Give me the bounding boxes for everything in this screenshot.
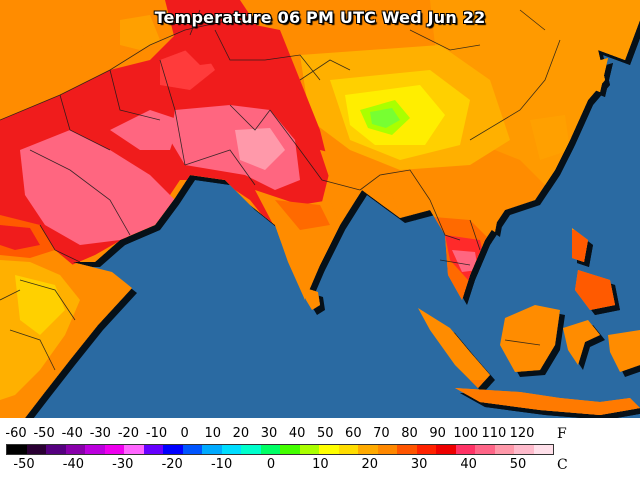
color-swatch — [319, 445, 339, 454]
fahrenheit-tick: 110 — [481, 426, 507, 441]
color-swatch — [182, 445, 202, 454]
color-swatch — [143, 445, 163, 454]
fahrenheit-tick: 90 — [429, 426, 446, 441]
color-swatch — [494, 445, 514, 454]
fahrenheit-tick: 100 — [453, 426, 479, 441]
color-swatch — [104, 445, 124, 454]
color-swatch — [163, 445, 183, 454]
color-swatch — [436, 445, 456, 454]
color-swatch — [202, 445, 222, 454]
celsius-tick: 20 — [361, 457, 379, 472]
celsius-tick: -40 — [62, 457, 85, 472]
color-swatch — [377, 445, 397, 454]
weather-map: Temperature 06 PM UTC Wed Jun 22 — [0, 0, 640, 418]
color-swatch — [280, 445, 300, 454]
color-swatch — [416, 445, 436, 454]
temperature-legend: -60 -50 -40 -30 -20 -10 0 10 20 30 40 50 60 70 80 90 100… — [0, 418, 640, 480]
fahrenheit-tick: 60 — [345, 426, 362, 441]
color-swatch — [358, 445, 378, 454]
fahrenheit-tick: 70 — [373, 426, 390, 441]
color-swatch — [26, 445, 46, 454]
color-swatch — [455, 445, 475, 454]
fahrenheit-tick: -40 — [61, 426, 83, 441]
fahrenheit-tick: -50 — [33, 426, 55, 441]
color-swatch — [46, 445, 66, 454]
color-swatch — [241, 445, 261, 454]
color-swatch — [85, 445, 105, 454]
fahrenheit-tick: 40 — [288, 426, 306, 441]
celsius-tick: -50 — [13, 457, 35, 472]
fahrenheit-tick: 120 — [509, 426, 535, 441]
celsius-tick: -20 — [161, 457, 183, 472]
unit-fahrenheit: F — [557, 426, 567, 442]
color-swatch — [65, 445, 85, 454]
color-scale-bar — [6, 444, 554, 455]
temperature-map-svg — [0, 0, 640, 418]
color-swatch — [533, 445, 553, 454]
fahrenheit-tick: 0 — [180, 426, 189, 441]
color-swatch — [221, 445, 241, 454]
fahrenheit-tick: -10 — [145, 426, 168, 441]
unit-celsius: C — [557, 457, 568, 473]
color-swatch — [299, 445, 319, 454]
fahrenheit-tick: 20 — [232, 426, 250, 441]
color-swatch — [7, 445, 27, 454]
fahrenheit-tick: -60 — [5, 426, 27, 441]
fahrenheit-tick: 80 — [401, 426, 418, 441]
color-swatch — [124, 445, 144, 454]
fahrenheit-tick: 10 — [204, 426, 222, 441]
celsius-tick: 0 — [266, 457, 276, 472]
celsius-tick: 50 — [509, 457, 527, 472]
fahrenheit-tick: 50 — [316, 426, 334, 441]
fahrenheit-tick: 30 — [260, 426, 278, 441]
fahrenheit-tick: -20 — [117, 426, 140, 441]
country-borders — [0, 9, 561, 371]
color-swatch — [397, 445, 417, 454]
map-title: Temperature 06 PM UTC Wed Jun 22 — [154, 8, 486, 27]
color-swatch — [514, 445, 534, 454]
color-swatch — [338, 445, 358, 454]
celsius-tick: 40 — [460, 457, 477, 472]
celsius-tick: -10 — [210, 457, 233, 472]
celsius-tick: 30 — [410, 457, 428, 472]
fahrenheit-tick: -30 — [89, 426, 111, 441]
color-swatch — [260, 445, 280, 454]
color-swatch — [475, 445, 495, 454]
celsius-tick: 10 — [312, 457, 329, 472]
celsius-tick: -30 — [112, 457, 134, 472]
